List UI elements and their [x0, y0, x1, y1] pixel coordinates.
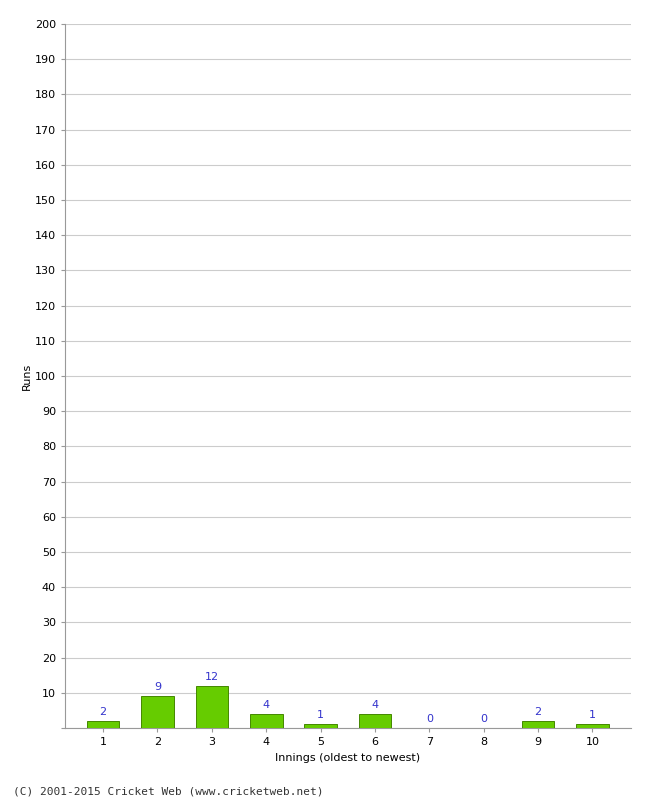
- Text: 4: 4: [263, 700, 270, 710]
- Text: 2: 2: [534, 706, 541, 717]
- Text: 12: 12: [205, 671, 219, 682]
- Text: 9: 9: [154, 682, 161, 692]
- Y-axis label: Runs: Runs: [22, 362, 32, 390]
- Text: (C) 2001-2015 Cricket Web (www.cricketweb.net): (C) 2001-2015 Cricket Web (www.cricketwe…: [13, 786, 324, 796]
- Bar: [250, 714, 283, 728]
- Text: 4: 4: [371, 700, 378, 710]
- Bar: [522, 721, 554, 728]
- Bar: [196, 686, 228, 728]
- Bar: [86, 721, 120, 728]
- Bar: [304, 725, 337, 728]
- Bar: [359, 714, 391, 728]
- X-axis label: Innings (oldest to newest): Innings (oldest to newest): [275, 753, 421, 762]
- Text: 0: 0: [480, 714, 488, 724]
- Text: 1: 1: [317, 710, 324, 720]
- Text: 0: 0: [426, 714, 433, 724]
- Bar: [141, 696, 174, 728]
- Text: 2: 2: [99, 706, 107, 717]
- Text: 1: 1: [589, 710, 596, 720]
- Bar: [576, 725, 609, 728]
